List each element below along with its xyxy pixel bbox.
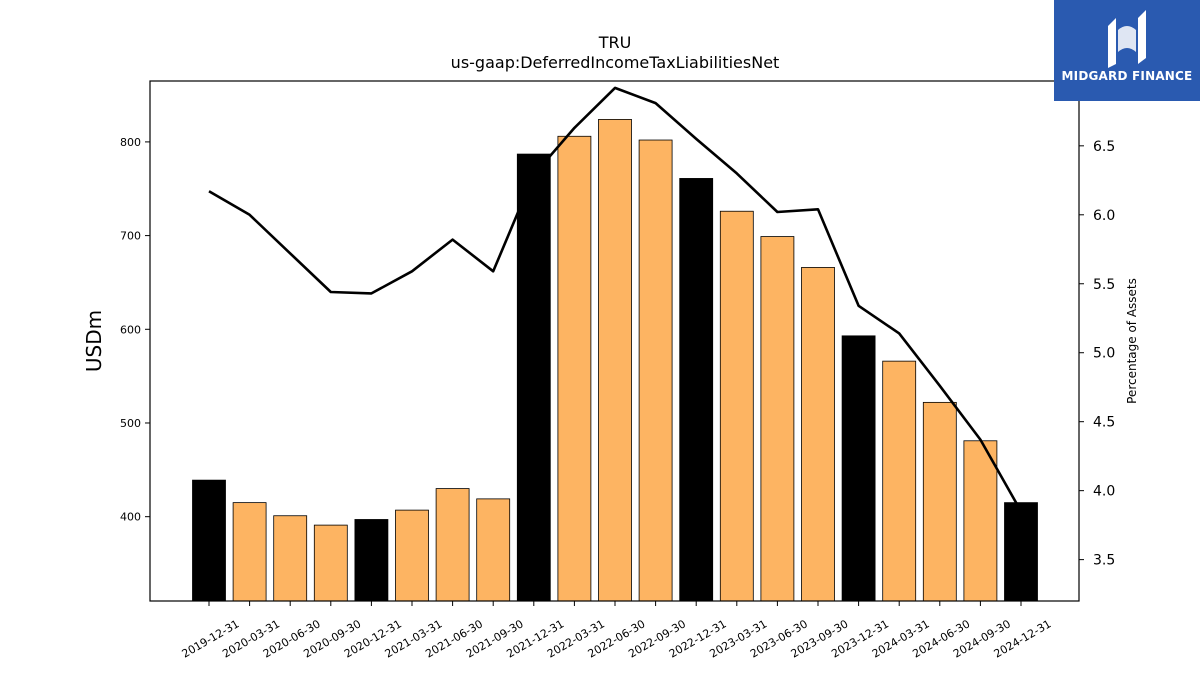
bar-2020-09-30 [313, 524, 348, 602]
y2-tick-label: 5.0 [1093, 346, 1115, 362]
bar-2021-12-31 [516, 153, 551, 602]
y-tick-label: 400 [120, 511, 141, 524]
y2-axis-label: Percentage of Assets [1125, 278, 1139, 404]
y2-tick-label: 3.5 [1093, 553, 1115, 569]
line-group [208, 86, 1023, 512]
midgard-finance-logo: MIDGARD FINANCE [1054, 0, 1200, 101]
bar-2022-12-31 [679, 178, 714, 602]
bar-2023-06-30 [760, 236, 795, 602]
logo-text: MIDGARD FINANCE [1061, 69, 1193, 83]
y2-tick-label: 4.0 [1093, 484, 1115, 500]
bar-2023-03-31 [719, 210, 754, 602]
bars-group [192, 119, 1038, 602]
bar-2022-06-30 [598, 119, 632, 602]
y2-tick-label: 6.5 [1093, 139, 1115, 155]
bar-2022-03-31 [557, 135, 592, 602]
bar-2024-12-31 [1004, 502, 1038, 602]
x-axis: 2019-12-312020-03-312020-06-302020-09-30… [180, 601, 1054, 661]
bar-2019-12-31 [192, 479, 226, 602]
percentage-line [208, 86, 1023, 512]
y-tick-label: 800 [120, 136, 141, 149]
y2-tick-label: 6.0 [1093, 208, 1115, 224]
chart-title: TRU [598, 33, 632, 52]
y2-tick-label: 5.5 [1093, 277, 1115, 293]
y-tick-label: 600 [120, 323, 141, 336]
bar-2024-06-30 [922, 401, 957, 602]
bar-2024-03-31 [882, 360, 917, 602]
bar-2021-03-31 [395, 509, 429, 602]
y2-tick-label: 4.5 [1093, 415, 1115, 431]
logo-mark-icon [1108, 10, 1146, 68]
bar-2024-09-30 [963, 440, 998, 602]
y-tick-label: 700 [120, 230, 141, 243]
chart-subtitle: us-gaap:DeferredIncomeTaxLiabilitiesNet [451, 53, 780, 72]
y-axis-right: 3.5 4.0 4.5 5.0 5.5 6.0 6.5 [1079, 139, 1115, 569]
bar-2020-03-31 [232, 502, 267, 602]
y-tick-label: 500 [120, 417, 141, 430]
bar-2022-09-30 [638, 139, 673, 602]
bar-2020-06-30 [273, 515, 308, 602]
bar-2023-12-31 [841, 335, 876, 602]
bar-2020-12-31 [354, 519, 389, 602]
bar-2021-06-30 [435, 488, 470, 602]
y-axis-left: 400 500 600 700 800 [120, 136, 150, 524]
bar-2021-09-30 [476, 498, 511, 602]
bar-2023-09-30 [801, 267, 835, 602]
y-axis-label: USDm [82, 310, 106, 372]
